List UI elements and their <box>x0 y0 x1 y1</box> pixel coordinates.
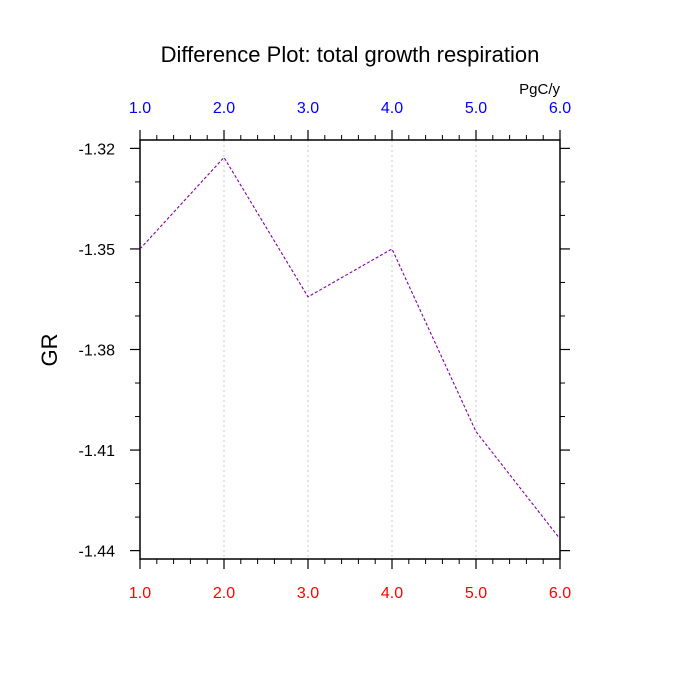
axes: 1.0 1.0 2.0 2.0 3.0 3.0 4.0 4.0 5.0 5.0 6.0 6.0 -1.3… <box>79 100 572 602</box>
data-point <box>391 248 393 250</box>
x-tick-label-top: 1.0 <box>129 100 151 117</box>
grid-lines <box>223 140 477 559</box>
data-point <box>139 248 141 250</box>
data-point <box>559 538 561 540</box>
y-tick-label: -1.35 <box>79 242 116 259</box>
x-tick-label-top: 4.0 <box>381 100 403 117</box>
series-line <box>139 156 561 540</box>
y-tick-label: -1.44 <box>79 544 116 561</box>
x-tick-label-bottom: 5.0 <box>465 585 487 602</box>
x-tick-label-bottom: 3.0 <box>297 585 319 602</box>
plot-frame <box>139 139 561 560</box>
x-tick-label-top: 2.0 <box>213 100 235 117</box>
x-tick-label-bottom: 1.0 <box>129 585 151 602</box>
x-tick-label-bottom: 2.0 <box>213 585 235 602</box>
series-layer <box>139 156 561 540</box>
y-axis-label: GR <box>37 334 62 367</box>
data-point <box>475 431 477 433</box>
x-tick-label-bottom: 6.0 <box>549 585 571 602</box>
x-tick-label-top: 5.0 <box>465 100 487 117</box>
x-tick-label-top: 3.0 <box>297 100 319 117</box>
x-tick-label-bottom: 4.0 <box>381 585 403 602</box>
data-point <box>223 156 225 158</box>
y-tick-label: -1.38 <box>79 343 116 360</box>
units-label: PgC/y <box>519 81 560 98</box>
y-tick-label: -1.32 <box>79 141 116 158</box>
chart-title: Difference Plot: total growth respiratio… <box>161 42 540 67</box>
y-tick-label: -1.41 <box>79 443 116 460</box>
data-point <box>307 296 309 298</box>
x-tick-label-top: 6.0 <box>549 100 571 117</box>
